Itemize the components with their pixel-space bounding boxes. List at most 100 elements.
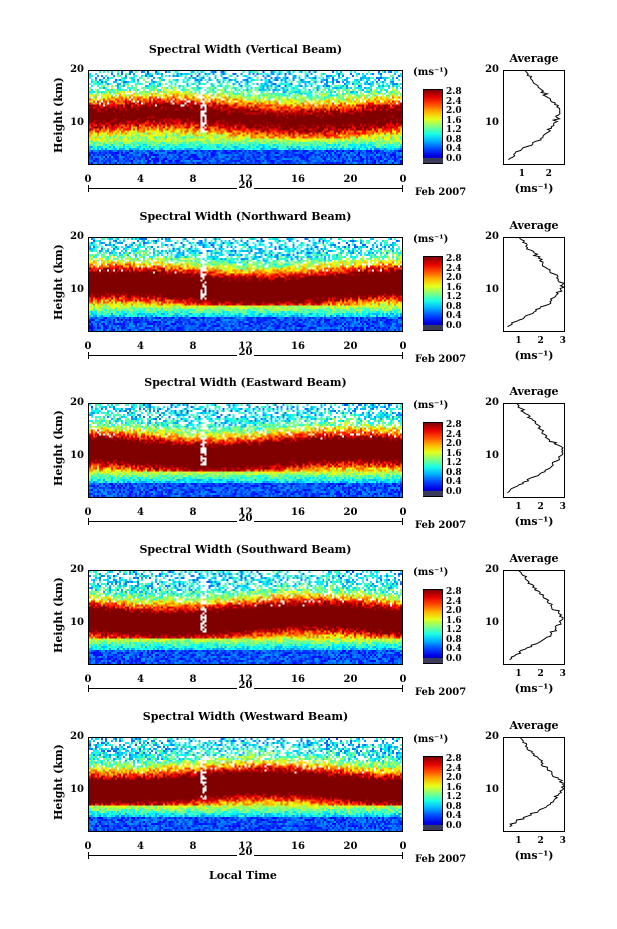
colorbar-tick-label: 2.8 (446, 420, 462, 430)
average-x-tick-label: 2 (545, 169, 552, 179)
x-tick-label: 0 (84, 341, 92, 352)
average-y-tick-label: 10 (485, 116, 499, 128)
average-y-tick-label: 10 (485, 616, 499, 628)
y-tick-label: 20 (70, 397, 84, 408)
x-tick-label: 16 (291, 841, 305, 852)
x-tick-label: 0 (399, 174, 407, 185)
average-profile-plot (503, 737, 565, 832)
colorbar-unit: (ms⁻¹) (413, 567, 449, 578)
colorbar-tick-label: 1.2 (446, 292, 462, 303)
x-tick-label: 0 (399, 674, 407, 685)
colorbar (423, 256, 443, 331)
y-tick-label: 20 (70, 64, 84, 75)
colorbar-tick-label: 2.8 (446, 254, 462, 264)
y-tick-label: 10 (70, 783, 84, 795)
x-tick-label: 20 (343, 841, 358, 852)
colorbar-tick-label: 0.8 (446, 301, 462, 312)
colorbar-tick-label: 2.0 (446, 273, 462, 284)
colorbar-unit: (ms⁻¹) (413, 734, 449, 745)
x-tick-label: 8 (189, 174, 197, 185)
average-profile-line (509, 570, 564, 661)
y-tick-label: 10 (70, 283, 84, 295)
x-tick-label: 20 (343, 174, 358, 185)
y-axis-label: Height (km) (52, 76, 65, 153)
panel-title: Spectral Width (Vertical Beam) (148, 43, 343, 56)
y-tick-label: 10 (70, 449, 84, 461)
x-tick-label: 20 (343, 674, 358, 685)
colorbar-tick-label: 0.8 (446, 134, 462, 145)
average-frame (503, 570, 565, 665)
x-tick-label: 0 (84, 507, 92, 518)
colorbar-tick-label: 2.0 (446, 439, 462, 450)
colorbar-floor (423, 325, 443, 330)
colorbar (423, 422, 443, 497)
average-x-tick-label: 2 (537, 502, 544, 512)
average-title: Average (509, 385, 559, 398)
colorbar-tick-label: 2.8 (446, 87, 462, 97)
x-tick-label: 0 (399, 507, 407, 518)
average-title: Average (509, 52, 559, 65)
average-x-label: (ms⁻¹) (514, 515, 554, 528)
y-tick-label: 10 (70, 616, 84, 628)
heatmap-image (89, 738, 402, 831)
colorbar (423, 89, 443, 164)
date-label: Feb 2007 (415, 854, 467, 865)
x-tick-label: 8 (189, 341, 197, 352)
y-tick-label: 10 (70, 116, 84, 128)
colorbar-tick-label: 2.4 (446, 429, 462, 440)
x-tick-label: 8 (189, 841, 197, 852)
average-x-tick-label: 1 (518, 169, 525, 179)
y-axis-label: Height (km) (52, 409, 65, 486)
panel-title: Spectral Width (Northward Beam) (139, 210, 352, 223)
x-tick-label: 20 (343, 507, 358, 518)
average-title: Average (509, 719, 559, 732)
day-label: 20 (236, 847, 255, 858)
colorbar-tick-label: 0.0 (446, 821, 462, 831)
x-tick-label: 4 (137, 507, 144, 518)
colorbar-tick-label: 0.8 (446, 634, 462, 645)
average-profile-line (507, 237, 565, 328)
average-y-tick-label: 20 (485, 397, 499, 408)
heatmap-plot (88, 70, 403, 165)
average-profile-line (508, 70, 561, 161)
colorbar-tick-label: 2.4 (446, 263, 462, 274)
y-tick-label: 20 (70, 731, 84, 742)
heatmap-plot (88, 570, 403, 665)
day-range-start (88, 352, 89, 359)
colorbar-tick-label: 2.0 (446, 773, 462, 784)
average-profile-line (509, 737, 565, 828)
panel-title: Spectral Width (Westward Beam) (142, 710, 349, 723)
day-label: 20 (236, 180, 255, 191)
colorbar-tick-label: 0.4 (446, 144, 462, 155)
date-label: Feb 2007 (415, 187, 467, 198)
colorbar-tick-label: 2.4 (446, 596, 462, 607)
x-tick-label: 20 (343, 341, 358, 352)
average-frame (503, 70, 565, 165)
average-x-tick-label: 1 (515, 669, 522, 679)
day-range-end (402, 352, 403, 359)
average-x-tick-label: 3 (559, 336, 566, 346)
date-label: Feb 2007 (415, 687, 467, 698)
colorbar (423, 756, 443, 831)
colorbar-tick-label: 2.4 (446, 763, 462, 774)
colorbar (423, 589, 443, 664)
x-tick-label: 12 (238, 674, 253, 685)
average-profile-plot (503, 570, 565, 665)
average-x-tick-label: 1 (515, 502, 522, 512)
panel-title: Spectral Width (Eastward Beam) (144, 376, 347, 389)
x-tick-label: 4 (137, 841, 144, 852)
x-tick-label: 0 (84, 674, 92, 685)
average-x-label: (ms⁻¹) (514, 182, 554, 195)
day-range-start (88, 518, 89, 525)
average-x-tick-label: 2 (537, 336, 544, 346)
average-title: Average (509, 219, 559, 232)
x-tick-label: 0 (84, 174, 92, 185)
colorbar-tick-label: 0.4 (446, 477, 462, 488)
colorbar-tick-label: 0.0 (446, 154, 462, 164)
colorbar-tick-label: 1.6 (446, 282, 462, 293)
x-tick-label: 12 (238, 174, 253, 185)
average-x-tick-label: 3 (559, 836, 566, 846)
heatmap-image (89, 571, 402, 664)
colorbar-floor (423, 491, 443, 496)
x-tick-label: 0 (84, 841, 92, 852)
